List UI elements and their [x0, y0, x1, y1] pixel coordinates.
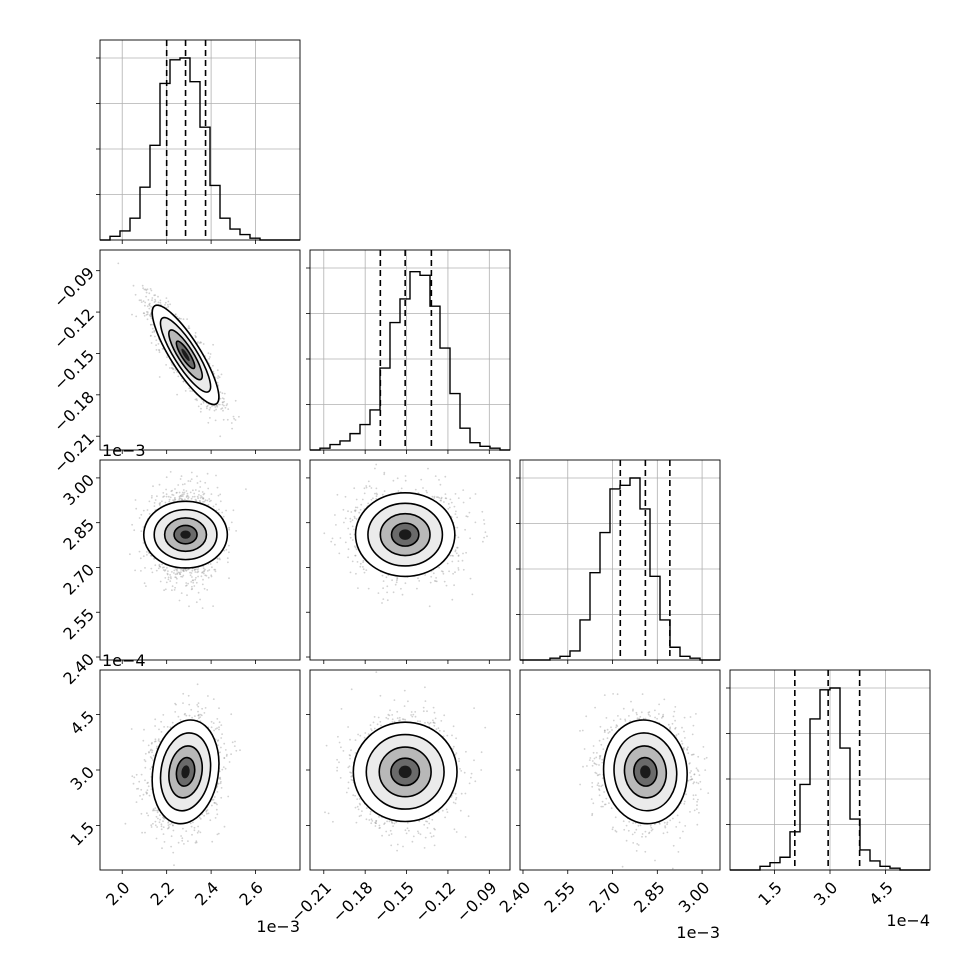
x-tick-label: 1.5	[754, 878, 785, 909]
y-tick-label: −0.21	[50, 429, 98, 477]
y-tick-label: −0.15	[50, 346, 98, 394]
y-tick-label: −0.18	[50, 387, 98, 435]
contour-line	[623, 745, 668, 799]
histogram-panel-3	[726, 669, 931, 874]
x-tick-label: 2.2	[147, 878, 178, 909]
y-tick-label: 4.5	[67, 707, 98, 738]
x-multiplier-label: 1e−4	[886, 911, 930, 930]
contour-line	[142, 500, 229, 569]
y-tick-label: 3.00	[59, 470, 98, 509]
panel-frame	[309, 249, 511, 451]
panel-frame	[99, 39, 301, 241]
y-tick-label: 2.70	[59, 560, 98, 599]
panel-frame	[99, 249, 301, 451]
scatter-panel-1-3	[306, 669, 511, 874]
contour-line	[159, 732, 212, 812]
contour-line	[367, 502, 444, 567]
y-multiplier-label: 1e−3	[102, 441, 146, 460]
x-tick-label: 2.85	[630, 878, 669, 917]
x-multiplier-label: 1e−3	[256, 917, 300, 936]
contour-line	[168, 745, 204, 799]
x-tick-label: 4.5	[865, 878, 896, 909]
x-tick-label: −0.09	[453, 878, 501, 926]
x-tick-label: −0.15	[370, 878, 418, 926]
contour-line	[613, 732, 678, 812]
x-tick-label: −0.18	[328, 878, 376, 926]
histogram-panel-2	[516, 459, 721, 664]
contour-line	[390, 522, 420, 547]
histogram-line-0	[100, 57, 300, 241]
histogram-panel-1	[306, 249, 511, 454]
y-tick-label: −0.09	[50, 263, 98, 311]
contour-line	[153, 508, 218, 561]
contour-line	[151, 304, 220, 406]
contour-line	[151, 719, 220, 825]
contour-line	[173, 524, 198, 545]
panel-frame	[519, 459, 721, 661]
x-tick-label: 2.4	[191, 878, 222, 909]
y-tick-label: 3.0	[67, 763, 98, 794]
contour-line	[175, 340, 196, 370]
y-tick-label: 1.5	[67, 818, 98, 849]
y-tick-label: 2.85	[59, 515, 98, 554]
x-tick-label: 3.0	[810, 878, 841, 909]
contour-line	[633, 756, 658, 787]
x-tick-label: 2.55	[540, 878, 579, 917]
panel-frame	[309, 459, 511, 661]
contour-line	[379, 512, 431, 557]
histogram-line-1	[310, 270, 510, 451]
scatter-panel-0-2	[96, 459, 301, 664]
y-multiplier-label: 1e−4	[102, 651, 146, 670]
x-tick-label: 2.70	[585, 878, 624, 917]
contour-line	[354, 492, 456, 578]
scatter-panel-0-3	[96, 669, 301, 874]
contour-line	[168, 329, 204, 381]
x-multiplier-label: 1e−3	[676, 923, 720, 942]
x-tick-label: 2.40	[496, 878, 535, 917]
contour-line	[602, 719, 688, 825]
scatter-panel-1-2	[306, 459, 511, 664]
contour-line	[378, 746, 432, 798]
x-tick-label: 2.6	[235, 878, 266, 909]
histogram-panel-0	[96, 39, 301, 244]
panel-frame	[99, 459, 301, 661]
x-tick-label: −0.12	[411, 878, 459, 926]
contour-line	[352, 721, 458, 823]
y-tick-label: 2.55	[59, 605, 98, 644]
contour-line	[159, 316, 212, 393]
histogram-line-3	[730, 687, 930, 871]
contour-line	[365, 733, 445, 810]
scatter-panel-0-1	[96, 249, 301, 454]
y-tick-label: −0.12	[50, 305, 98, 353]
y-tick-label: 2.40	[59, 650, 98, 689]
scatter-panel-2-3	[516, 669, 721, 874]
contour-line	[175, 756, 196, 787]
x-tick-label: 3.00	[675, 878, 714, 917]
contour-line	[163, 517, 208, 553]
x-tick-label: 2.0	[102, 878, 133, 909]
contour-line	[390, 757, 421, 787]
